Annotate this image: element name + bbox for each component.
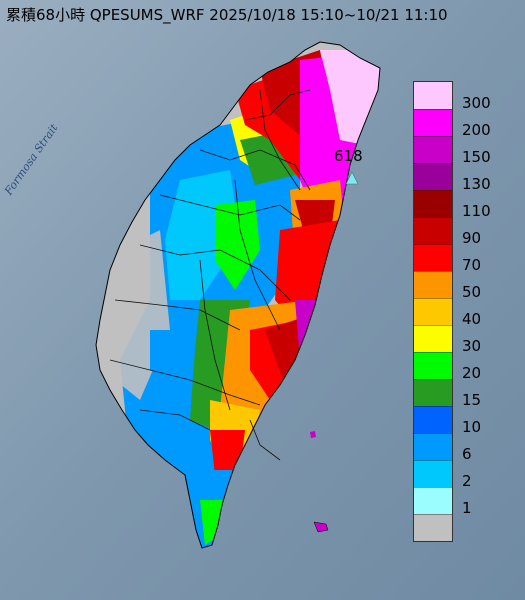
legend-label: 2	[462, 472, 472, 490]
legend-swatch	[414, 433, 452, 460]
legend-label: 15	[462, 391, 482, 409]
legend-label: 90	[462, 229, 482, 247]
legend-swatch	[414, 244, 452, 271]
legend-swatch	[414, 379, 452, 406]
legend-label: 30	[462, 337, 482, 355]
legend-swatch	[414, 190, 452, 217]
legend-label: 40	[462, 310, 482, 328]
max-rain-marker	[345, 171, 359, 185]
legend-swatch	[414, 352, 452, 379]
max-value-label: 618	[334, 147, 363, 165]
legend-swatch	[414, 406, 452, 433]
legend-label: 110	[462, 202, 491, 220]
legend-swatch	[414, 487, 452, 514]
legend-swatch	[414, 298, 452, 325]
legend-label: 300	[462, 94, 491, 112]
legend-label: 150	[462, 148, 491, 166]
legend-label: 200	[462, 121, 491, 139]
legend-swatch	[414, 82, 452, 109]
legend-label: 20	[462, 364, 482, 382]
legend-swatch	[414, 460, 452, 487]
color-legend	[413, 81, 453, 542]
legend-swatch	[414, 271, 452, 298]
legend-label: 130	[462, 175, 491, 193]
legend-label: 10	[462, 418, 482, 436]
offshore-islet	[310, 431, 316, 438]
legend-swatch	[414, 514, 452, 541]
legend-swatch	[414, 109, 452, 136]
legend-label: 1	[462, 499, 472, 517]
legend-swatch	[414, 325, 452, 352]
legend-swatch	[414, 163, 452, 190]
legend-label: 50	[462, 283, 482, 301]
legend-swatch	[414, 217, 452, 244]
legend-label: 6	[462, 445, 472, 463]
offshore-island	[313, 521, 329, 533]
legend-swatch	[414, 136, 452, 163]
legend-label: 70	[462, 256, 482, 274]
county-borders	[109, 89, 311, 461]
map-title: 累積68小時 QPESUMS_WRF 2025/10/18 15:10~10/2…	[6, 6, 448, 24]
